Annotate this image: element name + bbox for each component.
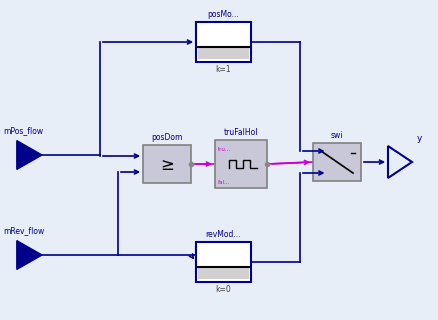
Text: k=0: k=0 bbox=[215, 285, 231, 294]
Text: ≥: ≥ bbox=[160, 156, 173, 174]
Text: revMod...: revMod... bbox=[205, 230, 241, 239]
Text: k=1: k=1 bbox=[215, 65, 231, 74]
Text: tru...: tru... bbox=[218, 147, 230, 152]
Text: truFalHol: truFalHol bbox=[223, 128, 258, 137]
Text: y: y bbox=[416, 134, 421, 143]
Bar bbox=[215, 140, 266, 188]
Polygon shape bbox=[17, 140, 42, 169]
Bar bbox=[195, 242, 251, 282]
Bar bbox=[195, 22, 251, 62]
Text: mPos_flow: mPos_flow bbox=[3, 126, 43, 135]
Text: fal...: fal... bbox=[218, 180, 230, 185]
Text: posMo...: posMo... bbox=[207, 10, 239, 19]
Text: posDom: posDom bbox=[151, 133, 182, 142]
Text: mRev_flow: mRev_flow bbox=[3, 226, 44, 235]
Bar bbox=[312, 143, 360, 181]
Text: swi: swi bbox=[330, 131, 343, 140]
Bar bbox=[198, 48, 248, 59]
Bar bbox=[198, 268, 248, 279]
Polygon shape bbox=[17, 241, 42, 269]
Bar bbox=[143, 145, 191, 183]
